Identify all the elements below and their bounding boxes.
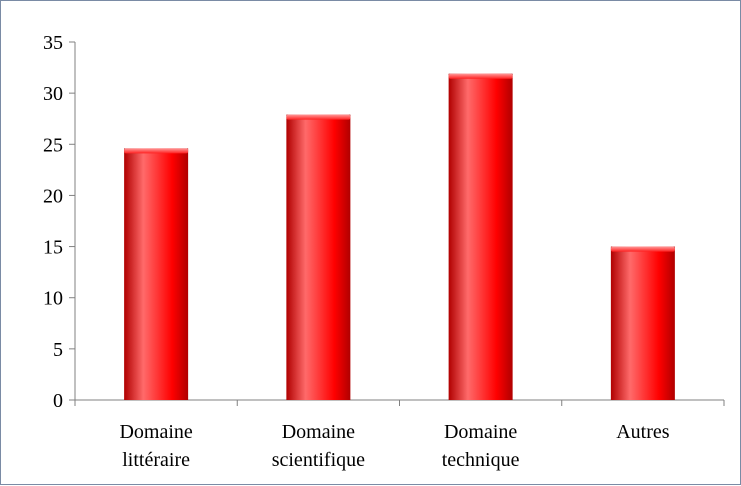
y-tick-label: 25: [43, 134, 63, 156]
bar-3: [448, 73, 513, 401]
bar-cap: [124, 148, 189, 154]
bar-4: [610, 246, 675, 400]
y-tick-label: 5: [53, 339, 63, 361]
bar-cap: [448, 73, 513, 79]
y-tick-label: 15: [43, 237, 63, 259]
x-category-label-line: Domaine: [119, 421, 192, 443]
x-category-label-line: scientifique: [272, 449, 365, 471]
bar-cap: [610, 246, 675, 252]
y-tick-label: 20: [43, 185, 63, 207]
bar-body: [610, 246, 675, 400]
bar-body: [124, 148, 189, 400]
y-tick-label: 0: [53, 390, 63, 412]
bar-1: [124, 148, 189, 400]
x-category-label-line: Domaine: [444, 421, 517, 443]
bar-body: [286, 114, 351, 400]
bar-cap: [286, 114, 351, 120]
x-category-label: Domaine littéraire: [119, 421, 192, 471]
x-category-label-line: Domaine: [282, 421, 355, 443]
x-category-label: Domaine technique: [442, 421, 520, 471]
y-tick-label: 30: [43, 83, 63, 105]
bars: [124, 73, 675, 401]
x-category-label: Autres: [616, 421, 670, 443]
y-tick-label: 10: [43, 288, 63, 310]
y-tick-label: 35: [43, 32, 63, 54]
x-category-label-line: Autres: [616, 421, 670, 443]
x-category-label: Domaine scientifique: [272, 421, 365, 471]
x-category-label-line: littéraire: [122, 449, 190, 471]
bar-body: [448, 73, 513, 401]
x-category-label-line: technique: [442, 449, 520, 471]
bar-2: [286, 114, 351, 400]
y-tick-labels: 0 5 10 15 20 25 30 35: [43, 32, 63, 412]
